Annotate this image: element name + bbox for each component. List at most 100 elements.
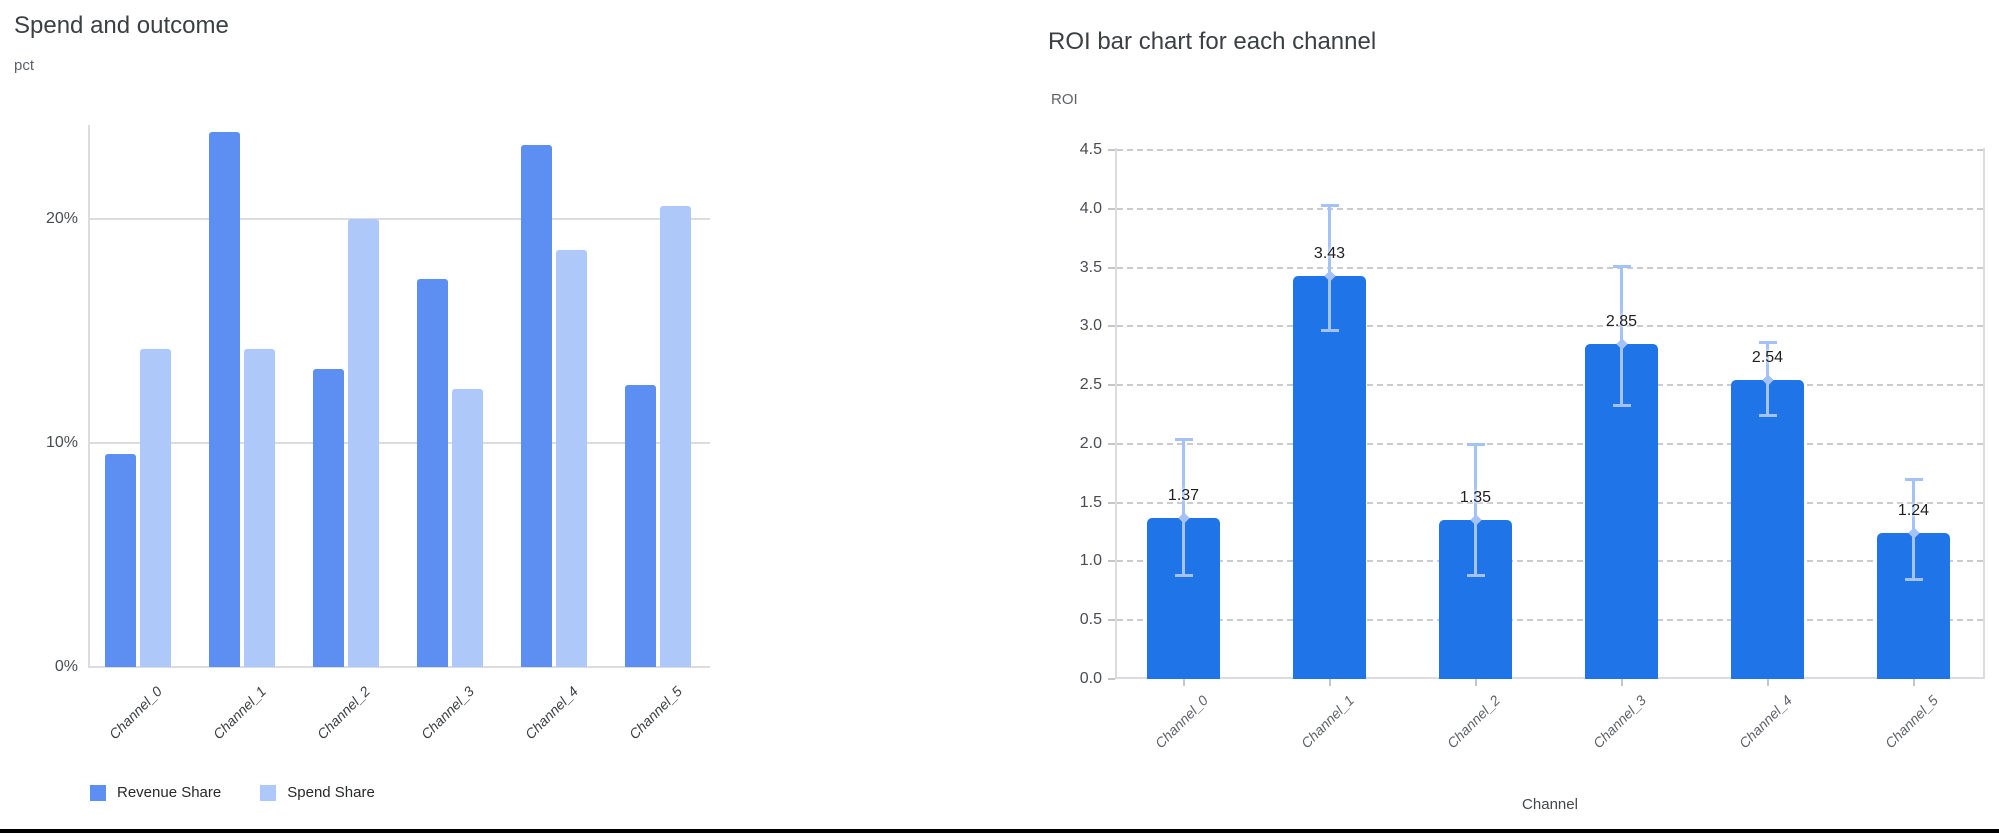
x-category-label: Channel_4 [1735,692,1795,752]
y-tick-label: 3.5 [1079,258,1102,276]
right-y-axis-label: ROI [1051,91,1078,108]
bar-roi-channel-4[interactable] [1731,380,1804,679]
y-tick-label: 4.5 [1079,141,1102,159]
dashed-gridline [1117,442,1983,445]
error-bar-top-cap [1758,340,1777,344]
error-bar-bottom-cap [1174,573,1193,577]
gridline [88,218,710,220]
y-tick-label: 0.0 [1079,670,1102,687]
dashed-gridline [1117,266,1983,269]
dashed-gridline [1117,619,1983,622]
bar-roi-channel-1[interactable] [1293,275,1366,679]
error-bar-bottom-cap [1904,578,1923,582]
bar-revenue-share-channel-4[interactable] [521,145,552,667]
x-tick-mark [1328,679,1331,686]
error-bar-bottom-cap [1612,404,1631,408]
dashed-gridline [1117,560,1983,563]
error-bar-top-cap [1320,204,1339,208]
left-chart-title: Spend and outcome [14,12,229,39]
error-bar-bottom-cap [1320,329,1339,333]
dashed-gridline [1117,501,1983,504]
y-tick-mark [1108,207,1115,210]
x-tick-mark [1912,679,1915,686]
error-bar-line [1620,266,1623,407]
y-tick-label: 1.5 [1079,493,1102,511]
legend-label-spend-share: Spend Share [287,784,375,801]
x-category-label: Channel_3 [1589,692,1649,752]
error-bar-top-cap [1612,265,1631,269]
y-tick-mark [1108,442,1115,445]
bar-value-label: 1.24 [1897,502,1930,520]
y-tick-mark [1108,619,1115,622]
y-tick-label: 2.5 [1079,376,1102,394]
error-bar-top-cap [1174,438,1193,442]
y-tick-label: 20% [45,210,78,227]
bar-spend-share-channel-0[interactable] [140,348,171,667]
revenue-share-swatch-icon [90,784,106,801]
right-x-axis-title: Channel [1522,796,1578,813]
dashed-gridline [1117,325,1983,328]
bar-revenue-share-channel-5[interactable] [625,384,656,667]
bar-spend-share-channel-4[interactable] [556,250,587,667]
dashed-gridline [1117,207,1983,210]
y-tick-label: 0.5 [1079,611,1102,629]
x-tick-mark [1766,679,1769,686]
legend: Revenue Share Spend Share [90,784,414,801]
legend-item-spend-share[interactable]: Spend Share [260,784,375,801]
y-tick-mark [1108,325,1115,328]
error-bar-line [1474,443,1477,576]
y-tick-label: 4.0 [1079,199,1102,217]
x-tick-mark [1620,679,1623,686]
y-tick-mark [1108,501,1115,504]
y-axis-line [88,125,90,667]
bar-value-label: 2.54 [1751,349,1784,367]
bar-revenue-share-channel-2[interactable] [313,369,344,667]
bar-spend-share-channel-3[interactable] [452,389,483,667]
bar-revenue-share-channel-1[interactable] [209,131,240,667]
y-tick-label: 1.0 [1079,552,1102,570]
bar-revenue-share-channel-0[interactable] [105,454,136,667]
window-bottom-border [0,829,1999,833]
bar-spend-share-channel-2[interactable] [348,219,379,667]
dashed-gridline [1117,384,1983,387]
bar-spend-share-channel-1[interactable] [244,348,275,667]
y-tick-mark [1108,560,1115,563]
y-tick-label: 3.0 [1079,317,1102,335]
bar-value-label: 1.37 [1167,486,1200,504]
plot-border-box [1115,148,1985,679]
bar-revenue-share-channel-3[interactable] [417,279,448,667]
x-category-label: Channel_2 [1443,692,1503,752]
spend-share-swatch-icon [260,784,277,801]
error-bar-line [1182,439,1185,576]
gridline [88,442,710,444]
legend-item-revenue-share[interactable]: Revenue Share [90,784,221,801]
bar-value-label: 1.35 [1459,489,1492,507]
bar-value-label: 3.43 [1313,244,1346,262]
gridline [88,666,710,668]
error-bar-top-cap [1904,478,1923,482]
y-tick-label: 2.0 [1079,434,1102,452]
error-bar-bottom-cap [1466,573,1485,577]
error-bar-bottom-cap [1758,413,1777,417]
x-category-label: Channel_5 [1881,692,1941,752]
y-tick-mark [1108,384,1115,387]
bar-spend-share-channel-5[interactable] [660,205,691,667]
x-category-label: Channel_0 [1151,692,1211,752]
y-tick-label: 0% [54,658,78,675]
dashed-gridline [1117,149,1983,152]
right-chart-title: ROI bar chart for each channel [1048,28,1377,55]
x-tick-mark [1474,679,1477,686]
y-tick-label: 10% [45,434,78,451]
x-tick-mark [1182,679,1185,686]
error-bar-line [1328,205,1331,332]
bar-value-label: 2.85 [1605,312,1638,330]
x-category-label: Channel_1 [1297,692,1357,752]
y-tick-mark [1108,678,1115,680]
left-y-axis-unit-label: pct [14,57,35,74]
error-bar-top-cap [1466,442,1485,446]
legend-label-revenue-share: Revenue Share [117,784,222,801]
